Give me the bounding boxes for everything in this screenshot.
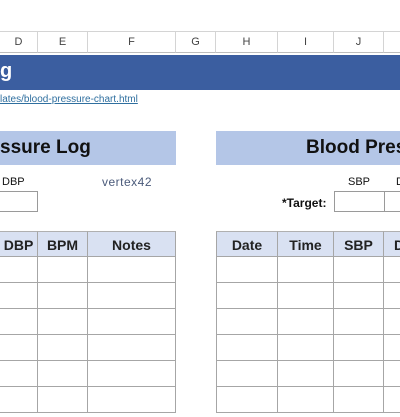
table-cell[interactable] — [88, 257, 176, 283]
table-cell[interactable] — [38, 387, 88, 413]
column-header[interactable]: I — [278, 31, 334, 53]
table-cell[interactable] — [334, 257, 384, 283]
table-cell[interactable] — [0, 283, 38, 309]
table-header: DBP — [0, 231, 38, 257]
table-header: Date — [216, 231, 278, 257]
table-header: SBP — [334, 231, 384, 257]
table-cell[interactable] — [88, 283, 176, 309]
table-cell[interactable] — [38, 309, 88, 335]
table-cell[interactable] — [38, 361, 88, 387]
table-cell[interactable] — [216, 361, 278, 387]
table-cell[interactable] — [384, 335, 400, 361]
target-label: *Target: — [282, 196, 327, 210]
table-cell[interactable] — [216, 257, 278, 283]
table-header: Time — [278, 231, 334, 257]
table-cell[interactable] — [334, 309, 384, 335]
table-cell[interactable] — [278, 387, 334, 413]
table-header: Notes — [88, 231, 176, 257]
section-title: Blood Pres — [216, 131, 400, 165]
table-cell[interactable] — [0, 335, 38, 361]
column-header[interactable] — [384, 31, 400, 53]
table-cell[interactable] — [216, 335, 278, 361]
table-cell[interactable] — [88, 387, 176, 413]
table-cell[interactable] — [216, 387, 278, 413]
table-cell[interactable] — [216, 309, 278, 335]
table-cell[interactable] — [38, 257, 88, 283]
table-cell[interactable] — [334, 335, 384, 361]
table-cell[interactable] — [88, 335, 176, 361]
table-cell[interactable] — [384, 283, 400, 309]
table-cell[interactable] — [88, 361, 176, 387]
input-box[interactable] — [0, 191, 38, 212]
logo: vertex42 — [102, 175, 153, 189]
table-cell[interactable] — [384, 309, 400, 335]
table-cell[interactable] — [334, 361, 384, 387]
table-header: D — [384, 231, 400, 257]
table-cell[interactable] — [38, 335, 88, 361]
input-box[interactable] — [334, 191, 385, 212]
link[interactable]: lates/blood-pressure-chart.html — [0, 94, 138, 105]
table-cell[interactable] — [384, 257, 400, 283]
column-header[interactable]: E — [38, 31, 88, 53]
table-cell[interactable] — [384, 361, 400, 387]
table-cell[interactable] — [278, 309, 334, 335]
banner-title: g — [0, 55, 400, 90]
table-cell[interactable] — [0, 257, 38, 283]
field-label: SBP — [348, 176, 371, 188]
table-cell[interactable] — [278, 361, 334, 387]
table-cell[interactable] — [0, 309, 38, 335]
section-title: ssure Log — [0, 131, 176, 165]
column-header[interactable]: F — [88, 31, 176, 53]
table-cell[interactable] — [334, 387, 384, 413]
table-cell[interactable] — [278, 257, 334, 283]
table-cell[interactable] — [278, 335, 334, 361]
table-cell[interactable] — [384, 387, 400, 413]
field-label: D — [396, 176, 400, 188]
table-cell[interactable] — [0, 387, 38, 413]
table-cell[interactable] — [0, 361, 38, 387]
field-label: DBP — [2, 176, 25, 188]
table-cell[interactable] — [278, 283, 334, 309]
column-header[interactable]: G — [176, 31, 216, 53]
table-cell[interactable] — [334, 283, 384, 309]
table-cell[interactable] — [88, 309, 176, 335]
column-header[interactable]: H — [216, 31, 278, 53]
table-cell[interactable] — [216, 283, 278, 309]
column-header[interactable]: D — [0, 31, 38, 53]
table-header: BPM — [38, 231, 88, 257]
input-box[interactable] — [384, 191, 400, 212]
column-header[interactable]: J — [334, 31, 384, 53]
table-cell[interactable] — [38, 283, 88, 309]
